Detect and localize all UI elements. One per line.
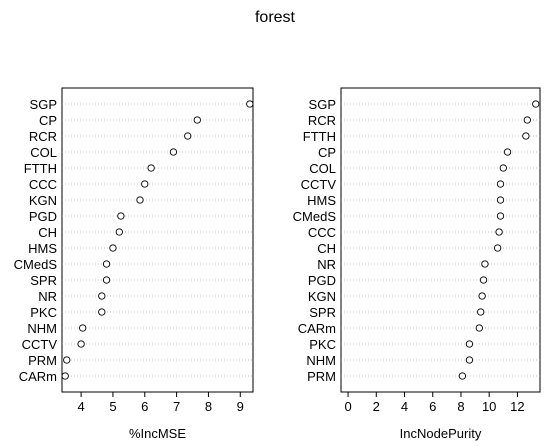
data-point [477, 308, 485, 316]
x-tick-label: 5 [109, 399, 116, 414]
category-label: COL [309, 161, 336, 176]
category-label: CMedS [293, 209, 337, 224]
data-point [499, 164, 507, 172]
x-tick-label: 10 [482, 399, 496, 414]
data-point [141, 180, 149, 188]
data-point [496, 212, 505, 220]
category-label: FTTH [24, 161, 57, 176]
data-point [102, 276, 111, 284]
category-label: NR [38, 289, 57, 304]
category-label: PGD [29, 209, 57, 224]
category-label: CCC [308, 225, 336, 240]
data-point [184, 132, 192, 140]
data-point [246, 100, 254, 108]
x-tick-label: 8 [457, 399, 464, 414]
data-point [63, 356, 71, 364]
data-point [532, 100, 540, 108]
category-label: HMS [307, 193, 336, 208]
x-axis-title: IncNodePurity [400, 426, 482, 441]
data-point [494, 244, 502, 252]
category-label: PRM [307, 369, 336, 384]
data-point [61, 372, 69, 380]
category-label: CMedS [14, 257, 58, 272]
x-tick-label: 12 [510, 399, 524, 414]
data-point [479, 276, 488, 284]
data-point [503, 148, 512, 156]
category-label: PGD [308, 273, 336, 288]
data-point [79, 324, 87, 332]
data-point [475, 324, 483, 332]
category-label: CARm [19, 369, 57, 384]
data-point [481, 260, 489, 268]
x-tick-label: 4 [77, 399, 84, 414]
data-point [115, 228, 123, 236]
data-point [98, 292, 106, 300]
category-label: KGN [29, 193, 57, 208]
data-point [77, 340, 85, 348]
data-point [193, 116, 201, 124]
plot-box [340, 87, 541, 393]
category-label: CP [39, 113, 57, 128]
category-label: COL [30, 145, 57, 160]
data-point [465, 356, 474, 364]
data-point [496, 180, 505, 188]
category-label: CH [38, 225, 57, 240]
data-point [495, 228, 503, 236]
category-label: CP [318, 145, 336, 160]
category-label: SPR [309, 305, 336, 320]
data-point [465, 340, 474, 348]
x-tick-label: 8 [205, 399, 212, 414]
x-tick-label: 6 [141, 399, 148, 414]
x-tick-label: 4 [401, 399, 408, 414]
category-label: SGP [30, 97, 57, 112]
data-point [169, 148, 178, 156]
data-point [478, 292, 486, 300]
category-label: CH [317, 241, 336, 256]
category-label: CCC [29, 177, 57, 192]
data-point [496, 196, 505, 204]
x-tick-label: 0 [344, 399, 351, 414]
x-tick-label: 6 [429, 399, 436, 414]
category-label: PKC [30, 305, 57, 320]
category-label: NHM [306, 353, 336, 368]
data-point [102, 260, 111, 268]
x-axis-title: %IncMSE [129, 426, 186, 441]
category-label: RCR [29, 129, 57, 144]
data-point [522, 132, 530, 140]
category-label: RCR [308, 113, 336, 128]
category-label: KGN [308, 289, 336, 304]
data-point [458, 372, 467, 380]
data-point [147, 164, 155, 172]
category-label: CARm [298, 321, 336, 336]
x-tick-label: 7 [173, 399, 180, 414]
category-label: HMS [28, 241, 57, 256]
category-label: NR [317, 257, 336, 272]
category-label: CCTV [22, 337, 58, 352]
data-point [98, 308, 106, 316]
x-tick-label: 2 [373, 399, 380, 414]
category-label: PRM [28, 353, 57, 368]
panel-inc-mse: SGPCPRCRCOLFTTHCCCKGNPGDCHHMSCMedSSPRNRP… [14, 87, 254, 441]
plot-box [61, 87, 254, 393]
data-point [117, 212, 125, 220]
x-tick-label: 9 [237, 399, 244, 414]
data-point [136, 196, 144, 204]
chart-title: forest [255, 9, 296, 26]
category-label: SGP [309, 97, 336, 112]
category-label: CCTV [301, 177, 337, 192]
data-point [109, 244, 117, 252]
data-point [523, 116, 531, 124]
category-label: PKC [309, 337, 336, 352]
category-label: NHM [27, 321, 57, 336]
category-label: SPR [30, 273, 57, 288]
category-label: FTTH [303, 129, 336, 144]
panel-inc-node-purity: SGPRCRFTTHCPCOLCCTVHMSCMedSCCCCHNRPGDKGN… [293, 87, 541, 441]
